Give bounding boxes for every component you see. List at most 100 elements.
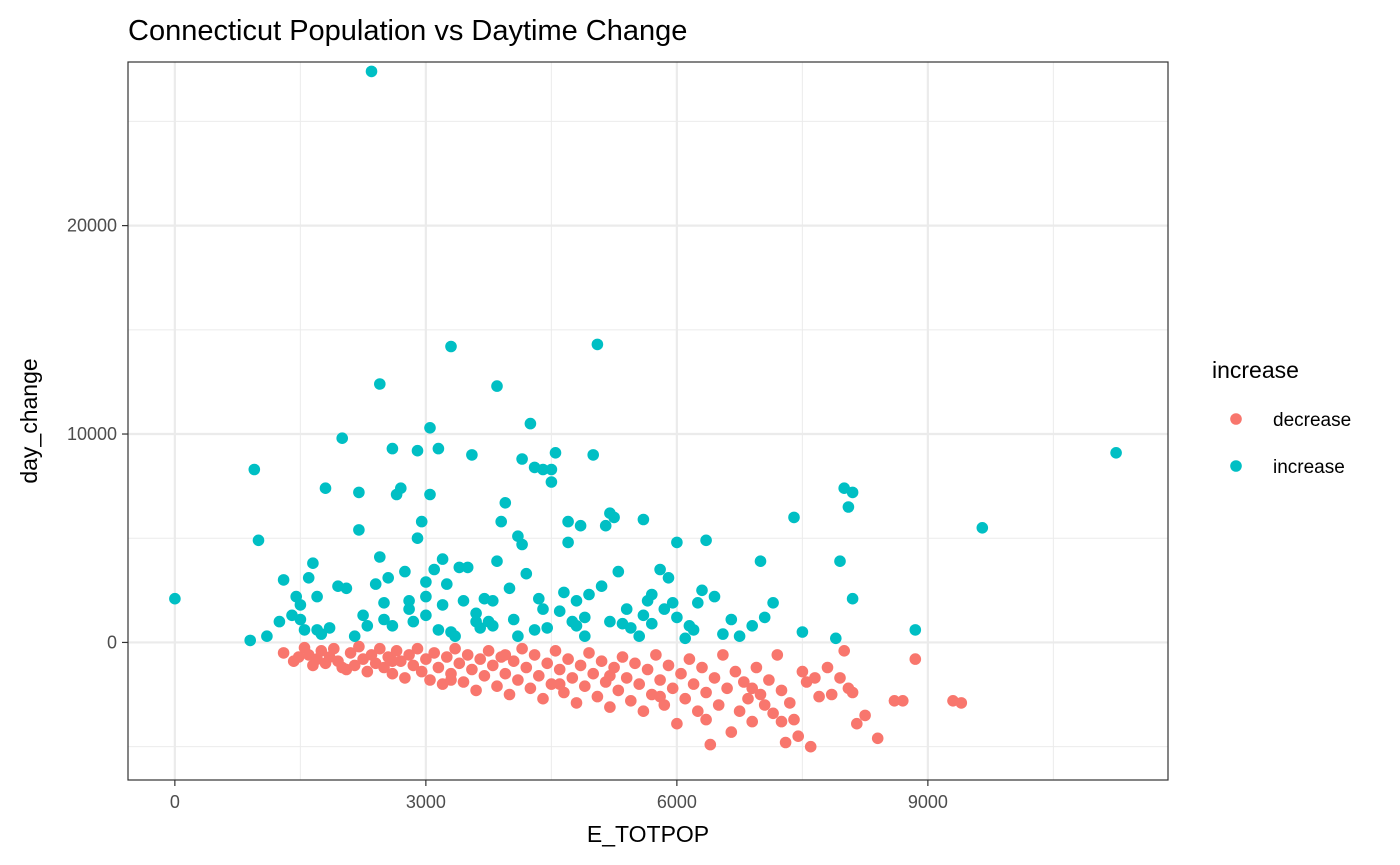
point-increase: [491, 555, 503, 567]
point-increase: [378, 613, 390, 626]
point-decrease: [562, 653, 574, 665]
point-decrease: [445, 674, 457, 686]
point-increase: [549, 447, 562, 459]
point-decrease: [453, 657, 466, 670]
point-increase: [758, 611, 771, 624]
point-decrease: [411, 642, 424, 655]
point-decrease: [470, 684, 482, 697]
y-axis-title: day_change: [16, 358, 42, 483]
point-decrease: [704, 738, 717, 751]
point-increase: [499, 497, 512, 509]
point-increase: [248, 463, 261, 476]
point-decrease: [491, 680, 503, 692]
point-increase: [420, 576, 432, 588]
x-tick-label: 9000: [908, 792, 948, 812]
legend-swatch-increase: [1230, 460, 1242, 472]
point-decrease: [537, 692, 549, 705]
point-decrease: [784, 697, 796, 709]
point-decrease: [277, 647, 290, 659]
point-increase: [353, 524, 365, 536]
point-decrease: [432, 661, 445, 674]
point-increase: [696, 584, 708, 597]
point-increase: [399, 565, 411, 578]
point-decrease: [633, 678, 645, 690]
point-increase: [507, 613, 520, 626]
point-increase: [591, 338, 604, 351]
point-increase: [374, 551, 386, 563]
point-increase: [671, 611, 683, 624]
point-increase: [348, 630, 361, 642]
point-increase: [754, 555, 767, 567]
point-increase: [411, 532, 424, 544]
point-decrease: [386, 667, 399, 680]
point-decrease: [788, 713, 800, 726]
point-increase: [541, 622, 553, 634]
point-decrease: [717, 649, 729, 661]
minor-gridlines: [128, 62, 1168, 780]
point-decrease: [474, 653, 487, 665]
point-increase: [733, 630, 746, 642]
point-increase: [767, 597, 779, 609]
point-decrease: [888, 695, 901, 707]
point-increase: [570, 595, 583, 607]
point-decrease: [616, 651, 629, 663]
point-decrease: [461, 649, 474, 661]
legend-title: increase: [1212, 357, 1299, 383]
point-increase: [374, 378, 386, 390]
point-decrease: [851, 717, 863, 730]
y-axis: 0 10000 20000: [67, 216, 128, 652]
point-decrease: [738, 676, 750, 688]
point-increase: [516, 453, 528, 465]
point-increase: [612, 565, 625, 578]
point-increase: [420, 590, 432, 603]
point-decrease: [533, 670, 545, 682]
point-decrease: [403, 649, 415, 661]
point-increase: [553, 605, 566, 617]
point-increase: [420, 609, 432, 622]
point-increase: [976, 522, 989, 534]
point-decrease: [553, 663, 566, 676]
point-increase: [277, 574, 290, 586]
point-decrease: [909, 653, 922, 665]
point-increase: [562, 515, 574, 528]
point-increase: [495, 515, 508, 528]
point-increase: [700, 534, 712, 547]
point-decrease: [846, 686, 859, 699]
point-increase: [470, 615, 482, 628]
point-decrease: [390, 645, 403, 657]
point-increase: [403, 603, 415, 615]
point-increase: [717, 628, 729, 640]
point-increase: [608, 511, 620, 524]
point-increase: [424, 422, 436, 434]
point-increase: [834, 555, 846, 567]
point-decrease: [604, 701, 616, 713]
point-decrease: [746, 682, 758, 695]
point-decrease: [754, 688, 767, 701]
point-increase: [365, 65, 378, 78]
point-increase: [562, 536, 574, 549]
point-increase: [411, 444, 424, 457]
point-increase: [382, 572, 395, 584]
point-increase: [637, 609, 650, 622]
point-increase: [487, 620, 499, 632]
x-axis-title: E_TOTPOP: [587, 821, 709, 847]
point-increase: [261, 630, 273, 642]
point-increase: [570, 620, 583, 632]
point-increase: [336, 432, 349, 445]
point-decrease: [746, 715, 758, 728]
point-increase: [654, 563, 666, 576]
point-increase: [574, 519, 587, 532]
point-increase: [658, 603, 671, 615]
point-increase: [407, 615, 420, 628]
point-decrease: [587, 667, 599, 680]
point-decrease: [524, 682, 537, 695]
point-decrease: [675, 667, 687, 680]
point-increase: [671, 536, 683, 549]
point-increase: [378, 597, 390, 609]
point-increase: [524, 417, 537, 430]
point-increase: [307, 557, 319, 569]
point-increase: [842, 501, 855, 513]
point-decrease: [763, 674, 775, 686]
point-decrease: [650, 649, 662, 661]
chart-title: Connecticut Population vs Daytime Change: [128, 15, 687, 47]
